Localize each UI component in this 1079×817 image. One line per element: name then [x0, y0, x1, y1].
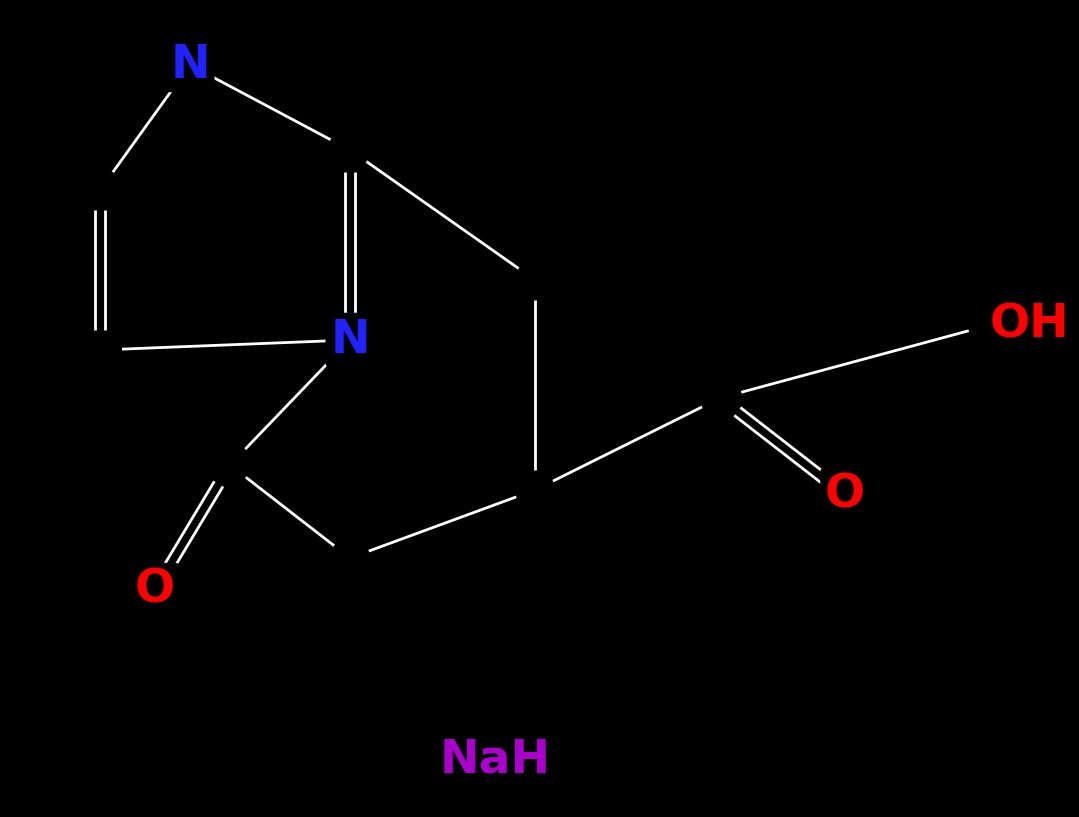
- Text: NaH: NaH: [439, 738, 550, 783]
- Text: N: N: [170, 42, 209, 87]
- Text: NaH: NaH: [439, 738, 550, 783]
- Text: O: O: [825, 472, 865, 517]
- Text: N: N: [330, 318, 370, 363]
- Text: O: O: [135, 568, 175, 613]
- Text: OH: OH: [991, 302, 1069, 347]
